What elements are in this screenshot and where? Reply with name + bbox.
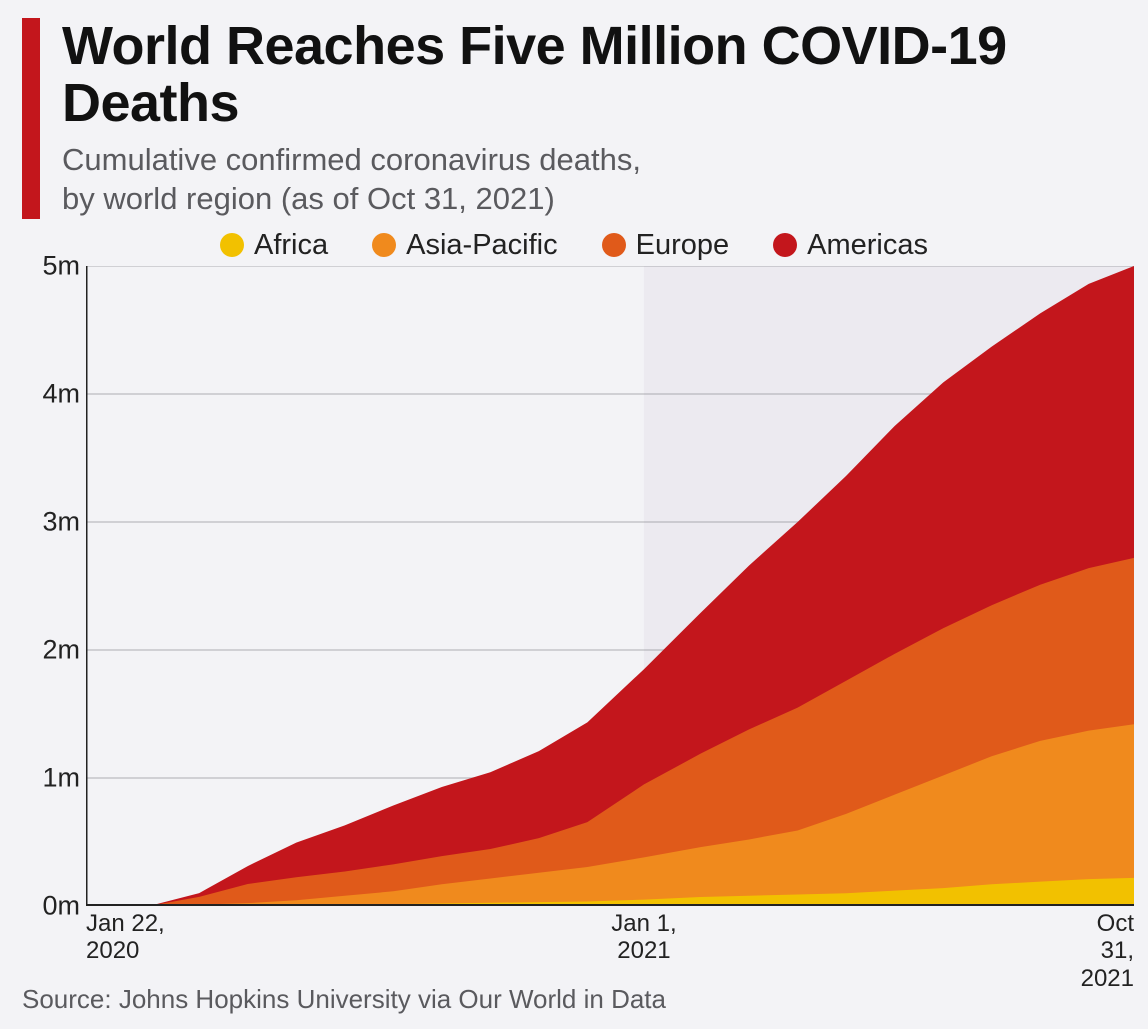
y-tick-label: 2m [22,634,80,665]
source-text: Source: Johns Hopkins University via Our… [22,984,1126,1015]
x-axis-labels: Jan 22,2020Jan 1,2021Oct 31,2021 [86,906,1116,976]
y-tick-label: 3m [22,506,80,537]
area-chart [86,266,1134,906]
y-tick-label: 4m [22,378,80,409]
swatch-icon [220,233,244,257]
chart-subtitle: Cumulative confirmed coronavirus deaths,… [62,141,1126,219]
legend-label: Africa [254,229,328,262]
legend-label: Europe [636,229,730,262]
legend-label: Asia-Pacific [406,229,558,262]
x-tick-label: Jan 1,2021 [611,910,676,965]
y-tick-label: 5m [22,250,80,281]
accent-bar [22,18,40,219]
chart-title: World Reaches Five Million COVID-19 Deat… [62,18,1126,131]
legend: Africa Asia-Pacific Europe Americas [22,229,1126,262]
x-tick-label: Jan 22,2020 [86,910,165,965]
x-tick-label: Oct 31,2021 [1081,910,1134,993]
legend-item-asia-pacific: Asia-Pacific [372,229,558,262]
legend-item-americas: Americas [773,229,928,262]
swatch-icon [602,233,626,257]
legend-label: Americas [807,229,928,262]
y-tick-label: 1m [22,762,80,793]
header: World Reaches Five Million COVID-19 Deat… [22,18,1126,219]
swatch-icon [773,233,797,257]
legend-item-africa: Africa [220,229,328,262]
y-tick-label: 0m [22,890,80,921]
swatch-icon [372,233,396,257]
chart-plot: 0m1m2m3m4m5m [86,266,1116,906]
legend-item-europe: Europe [602,229,730,262]
